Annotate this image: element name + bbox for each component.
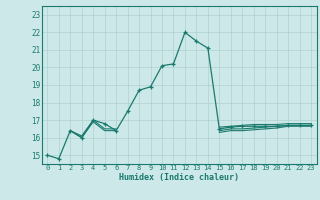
X-axis label: Humidex (Indice chaleur): Humidex (Indice chaleur) [119, 173, 239, 182]
